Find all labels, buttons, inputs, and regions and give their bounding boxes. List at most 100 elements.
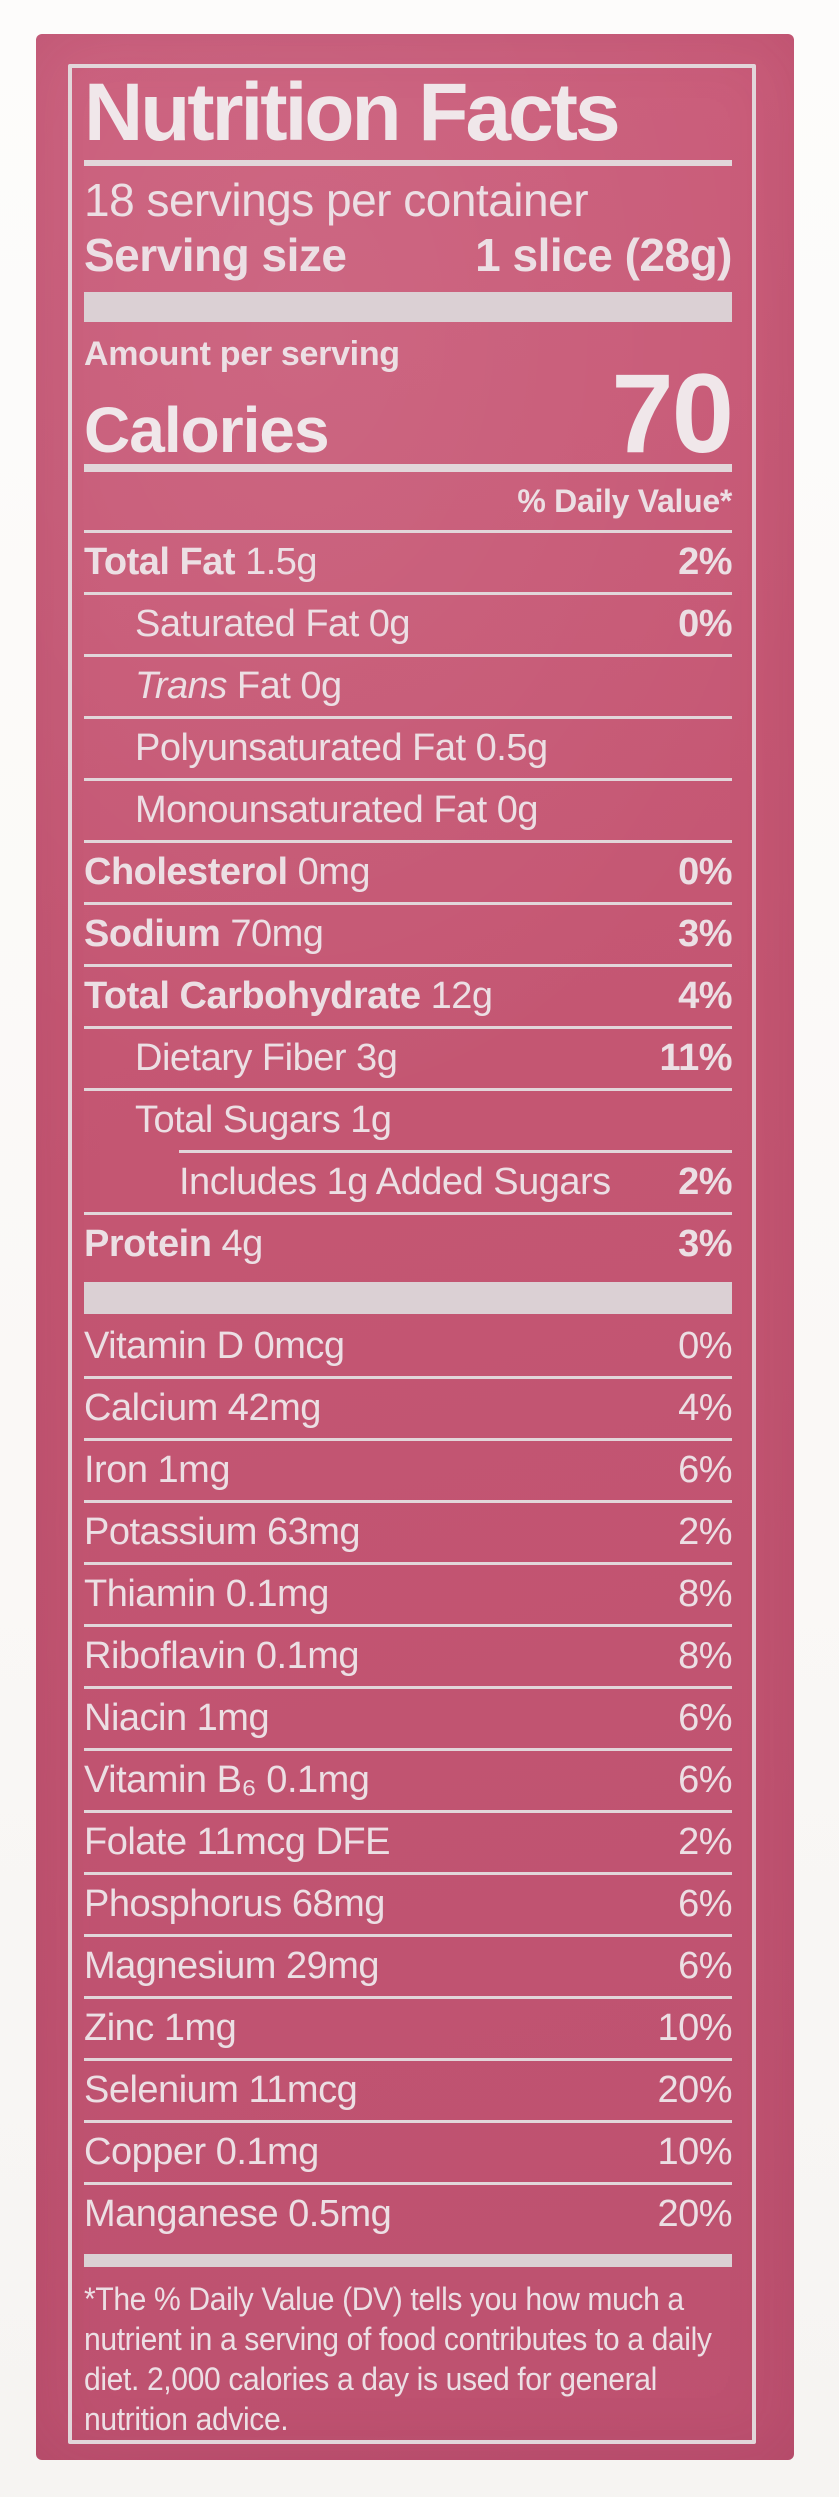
- daily-value-percent: 2%: [678, 1820, 732, 1863]
- nutrient-row: Zinc 1mg 10%: [84, 1995, 732, 2058]
- calories-row: Calories 70: [84, 350, 734, 476]
- nutrient-row: Iron 1mg 6%: [84, 1437, 732, 1500]
- row-divider: [84, 1685, 732, 1689]
- label-content: Nutrition Facts 18 servings per containe…: [84, 68, 734, 2439]
- row-divider: [84, 715, 732, 719]
- nutrient-name: Includes 1g Added Sugars: [179, 1160, 611, 1203]
- nutrient-row: Vitamin D 0mcg 0%: [84, 1314, 732, 1376]
- title-divider: [84, 160, 732, 166]
- nutrient-row: Thiamin 0.1mg 8%: [84, 1561, 732, 1624]
- row-line: Total Sugars 1g: [84, 1091, 732, 1150]
- daily-value-percent: 6%: [678, 1696, 732, 1739]
- row-line: Trans Fat 0g: [84, 657, 732, 716]
- calories-value: 70: [611, 350, 734, 476]
- section-divider-bar-bottom: [84, 2253, 732, 2267]
- nutrient-name: Manganese 0.5mg: [84, 2192, 392, 2235]
- daily-value-percent: 0%: [678, 1324, 732, 1367]
- nutrient-row: Protein 4g 3%: [84, 1211, 732, 1274]
- row-line: Copper 0.1mg 10%: [84, 2123, 732, 2182]
- row-line: Saturated Fat 0g 0%: [84, 595, 732, 654]
- nutrient-name: Copper 0.1mg: [84, 2130, 319, 2173]
- nutrient-row: Copper 0.1mg 10%: [84, 2119, 732, 2182]
- row-divider: [84, 653, 732, 657]
- calories-divider: [84, 463, 732, 472]
- daily-value-percent: 20%: [657, 2192, 732, 2235]
- nutrient-row: Trans Fat 0g: [84, 653, 732, 716]
- nutrient-row: Polyunsaturated Fat 0.5g: [84, 715, 732, 778]
- daily-value-percent: 6%: [678, 1944, 732, 1987]
- nutrient-row: Folate 11mcg DFE 2%: [84, 1809, 732, 1872]
- daily-value-header: % Daily Value*: [517, 482, 732, 519]
- daily-value-percent: 6%: [678, 1882, 732, 1925]
- row-line: Folate 11mcg DFE 2%: [84, 1813, 732, 1872]
- nutrient-name: Phosphorus 68mg: [84, 1882, 385, 1925]
- daily-value-percent: 4%: [678, 1386, 732, 1429]
- nutrient-name: Selenium 11mcg: [84, 2068, 358, 2111]
- daily-value-footnote: *The % Daily Value (DV) tells you how mu…: [84, 2280, 712, 2437]
- daily-value-percent: 20%: [657, 2068, 732, 2111]
- row-line: Iron 1mg 6%: [84, 1441, 732, 1500]
- row-line: Zinc 1mg 10%: [84, 1999, 732, 2058]
- nutrient-name: Polyunsaturated Fat 0.5g: [135, 726, 548, 769]
- row-divider: [84, 2181, 732, 2185]
- row-divider: [84, 1561, 732, 1565]
- nutrient-row: Vitamin B₆ 0.1mg 6%: [84, 1747, 732, 1810]
- row-line: Thiamin 0.1mg 8%: [84, 1565, 732, 1624]
- nutrient-name: Total Sugars 1g: [135, 1098, 392, 1141]
- row-divider: [84, 1995, 732, 1999]
- daily-value-percent: 0%: [678, 602, 732, 645]
- nutrient-row: Niacin 1mg 6%: [84, 1685, 732, 1748]
- nutrient-row: Monounsaturated Fat 0g: [84, 777, 732, 840]
- nutrient-name: Saturated Fat 0g: [135, 602, 411, 645]
- daily-value-percent: 8%: [678, 1634, 732, 1677]
- row-line: Sodium 70mg 3%: [84, 905, 732, 964]
- daily-value-percent: 2%: [678, 1160, 732, 1203]
- row-divider: [84, 1087, 732, 1091]
- row-line: Calcium 42mg 4%: [84, 1379, 732, 1438]
- nutrient-name: Dietary Fiber 3g: [135, 1036, 398, 1079]
- nutrient-row: Selenium 11mcg 20%: [84, 2057, 732, 2120]
- nutrient-row: Magnesium 29mg 6%: [84, 1933, 732, 1996]
- nutrient-name: Magnesium 29mg: [84, 1944, 380, 1987]
- row-line: Magnesium 29mg 6%: [84, 1937, 732, 1996]
- nutrient-name: Riboflavin 0.1mg: [84, 1634, 360, 1677]
- nutrient-row: Saturated Fat 0g 0%: [84, 591, 732, 654]
- row-divider: [84, 529, 732, 533]
- row-divider: [84, 1211, 732, 1215]
- row-divider: [84, 777, 732, 781]
- row-line: Manganese 0.5mg 20%: [84, 2185, 732, 2244]
- nutrient-name: Protein 4g: [84, 1222, 263, 1265]
- nutrient-row: Total Fat 1.5g 2%: [84, 529, 732, 592]
- nutrient-rows-section: Total Fat 1.5g 2% Saturated Fat 0g 0% Tr…: [84, 529, 733, 1274]
- row-divider: [179, 1149, 732, 1153]
- nutrient-row: Manganese 0.5mg 20%: [84, 2181, 732, 2244]
- row-divider: [84, 839, 732, 843]
- nutrient-name: Trans Fat 0g: [135, 664, 342, 707]
- daily-value-percent: 6%: [678, 1448, 732, 1491]
- row-line: Protein 4g 3%: [84, 1215, 732, 1274]
- section-divider-bar-top: [84, 291, 732, 322]
- nutrient-name: Zinc 1mg: [84, 2006, 237, 2049]
- calories-label: Calories: [84, 393, 330, 466]
- row-line: Phosphorus 68mg 6%: [84, 1875, 732, 1934]
- daily-value-percent: 3%: [678, 912, 732, 955]
- row-divider: [84, 1871, 732, 1875]
- nutrient-name: Total Fat 1.5g: [84, 540, 318, 583]
- row-divider: [84, 1437, 732, 1441]
- daily-value-percent: 2%: [678, 540, 732, 583]
- row-divider: [84, 901, 732, 905]
- nutrient-name: Vitamin B₆ 0.1mg: [84, 1758, 370, 1801]
- row-line: Total Carbohydrate 12g 4%: [84, 967, 732, 1026]
- row-divider: [84, 1375, 732, 1379]
- row-line: Niacin 1mg 6%: [84, 1689, 732, 1748]
- row-divider: [84, 2119, 732, 2123]
- serving-size-row: Serving size 1 slice (28g): [84, 229, 732, 282]
- nutrient-name: Calcium 42mg: [84, 1386, 321, 1429]
- daily-value-percent: 8%: [678, 1572, 732, 1615]
- nutrient-row: Total Sugars 1g: [84, 1087, 732, 1150]
- row-divider: [84, 2057, 732, 2061]
- daily-value-percent: 2%: [678, 1510, 732, 1553]
- nutrient-name: Thiamin 0.1mg: [84, 1572, 329, 1615]
- row-line: Cholesterol 0mg 0%: [84, 843, 732, 902]
- nutrient-row: Cholesterol 0mg 0%: [84, 839, 732, 902]
